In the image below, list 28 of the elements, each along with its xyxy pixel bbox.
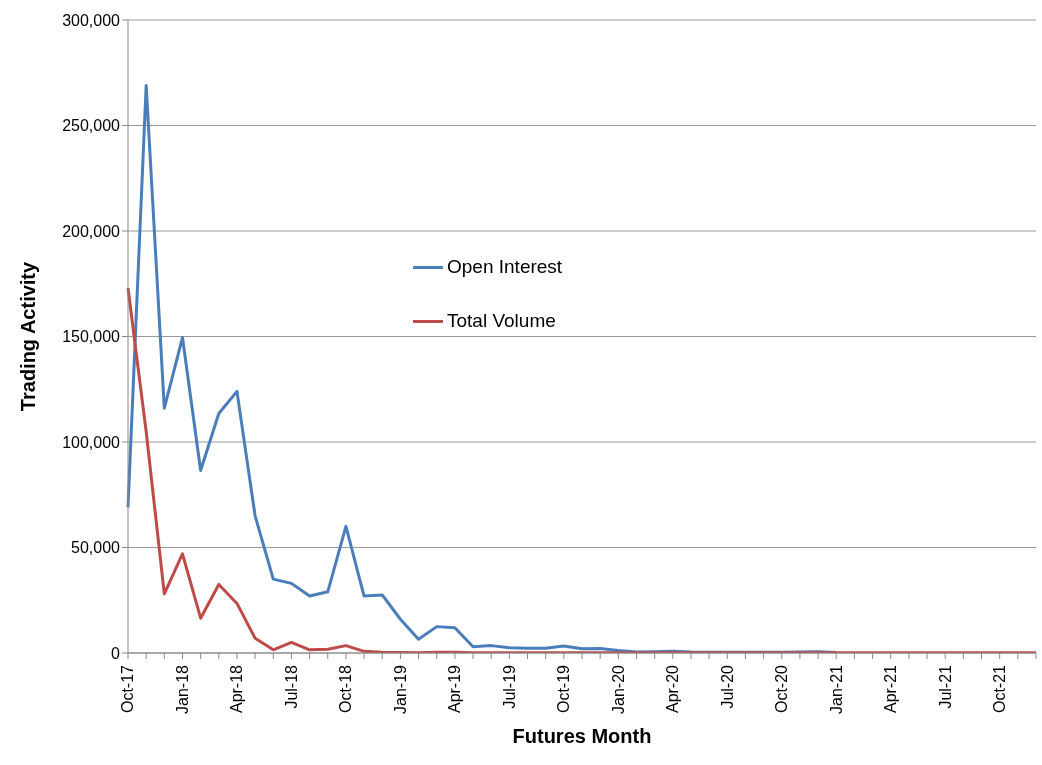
x-tick-label: Apr-21	[882, 664, 900, 714]
y-tick-label: 100,000	[62, 433, 121, 451]
x-tick-label: Oct-17	[119, 664, 137, 714]
x-tick-label: Jan-21	[827, 664, 845, 714]
x-tick-label: Oct-21	[991, 664, 1009, 714]
x-tick-label: Jan-18	[173, 664, 191, 714]
x-tick-label: Jul-18	[282, 664, 300, 709]
x-tick-label: Jul-20	[718, 664, 736, 709]
y-tick-label: 150,000	[62, 328, 121, 346]
x-tick-label: Jan-19	[391, 664, 409, 714]
y-tick-label: 50,000	[71, 539, 121, 557]
x-tick-label: Oct-19	[555, 664, 573, 714]
x-tick-label: Apr-19	[446, 664, 464, 714]
x-tick-label: Jan-20	[609, 664, 627, 714]
x-tick-label: Apr-18	[228, 664, 246, 714]
y-tick-label: 300,000	[62, 11, 121, 29]
x-tick-label: Oct-20	[773, 664, 791, 714]
x-tick-label: Oct-18	[337, 664, 355, 714]
legend-label: Total Volume	[447, 310, 556, 332]
y-tick-label: 250,000	[62, 117, 121, 135]
x-tick-label: Apr-20	[664, 664, 682, 714]
y-axis-title: Trading Activity	[17, 260, 40, 412]
x-tick-label: Jul-19	[500, 664, 518, 709]
x-axis-title: Futures Month	[512, 725, 652, 747]
y-tick-label: 200,000	[62, 222, 121, 240]
x-tick-label: Jul-21	[936, 664, 954, 709]
legend-label: Open Interest	[447, 256, 563, 278]
y-tick-label: 0	[111, 644, 121, 662]
